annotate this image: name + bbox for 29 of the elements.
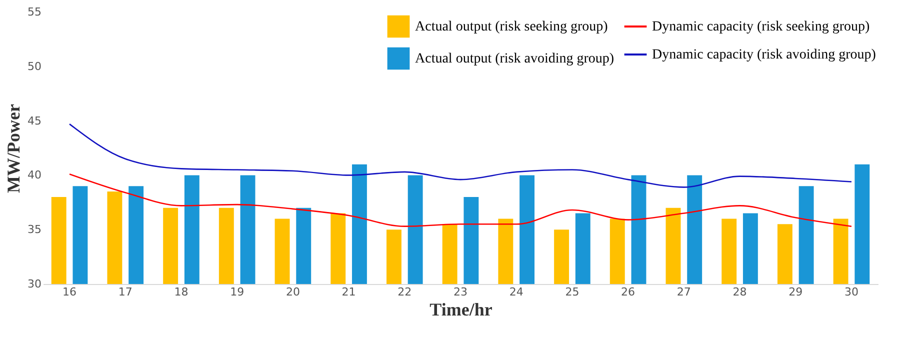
x-tick-label: 29 (788, 286, 803, 298)
y-tick-label: 55 (28, 6, 42, 18)
line-series (68, 173, 852, 227)
y-tick-label: 45 (28, 114, 42, 128)
legend-label: Actual output (risk avoiding group) (415, 52, 614, 66)
y-tick-label: 50 (28, 60, 42, 73)
x-tick-label: 18 (174, 286, 188, 298)
y-tick-label: 35 (28, 223, 42, 236)
line-series (68, 123, 852, 188)
legend-label: Dynamic capacity (risk seeking group) (652, 20, 870, 34)
y-tick-label: 40 (28, 168, 42, 182)
x-tick-label: 30 (844, 286, 858, 298)
y-tick-label: 30 (28, 278, 42, 290)
legend-label: Actual output (risk seeking group) (415, 20, 608, 34)
x-tick-label: 26 (621, 286, 636, 298)
x-axis-title: Time/hr (430, 300, 492, 320)
x-tick-label: 25 (565, 286, 580, 298)
x-tick-label: 16 (62, 286, 77, 298)
x-tick-label: 24 (509, 286, 524, 298)
legend-label: Dynamic capacity (risk avoiding group) (652, 48, 876, 62)
x-tick-label: 19 (230, 286, 244, 298)
x-tick-label: 17 (118, 286, 132, 298)
x-tick-label: 28 (732, 286, 747, 298)
x-tick-label: 20 (286, 286, 300, 298)
x-tick-label: 22 (398, 286, 412, 298)
x-tick-label: 27 (676, 286, 691, 298)
y-axis-title: MW/Power (4, 104, 24, 193)
x-tick-label: 23 (454, 286, 468, 298)
x-tick-label: 21 (342, 286, 356, 298)
